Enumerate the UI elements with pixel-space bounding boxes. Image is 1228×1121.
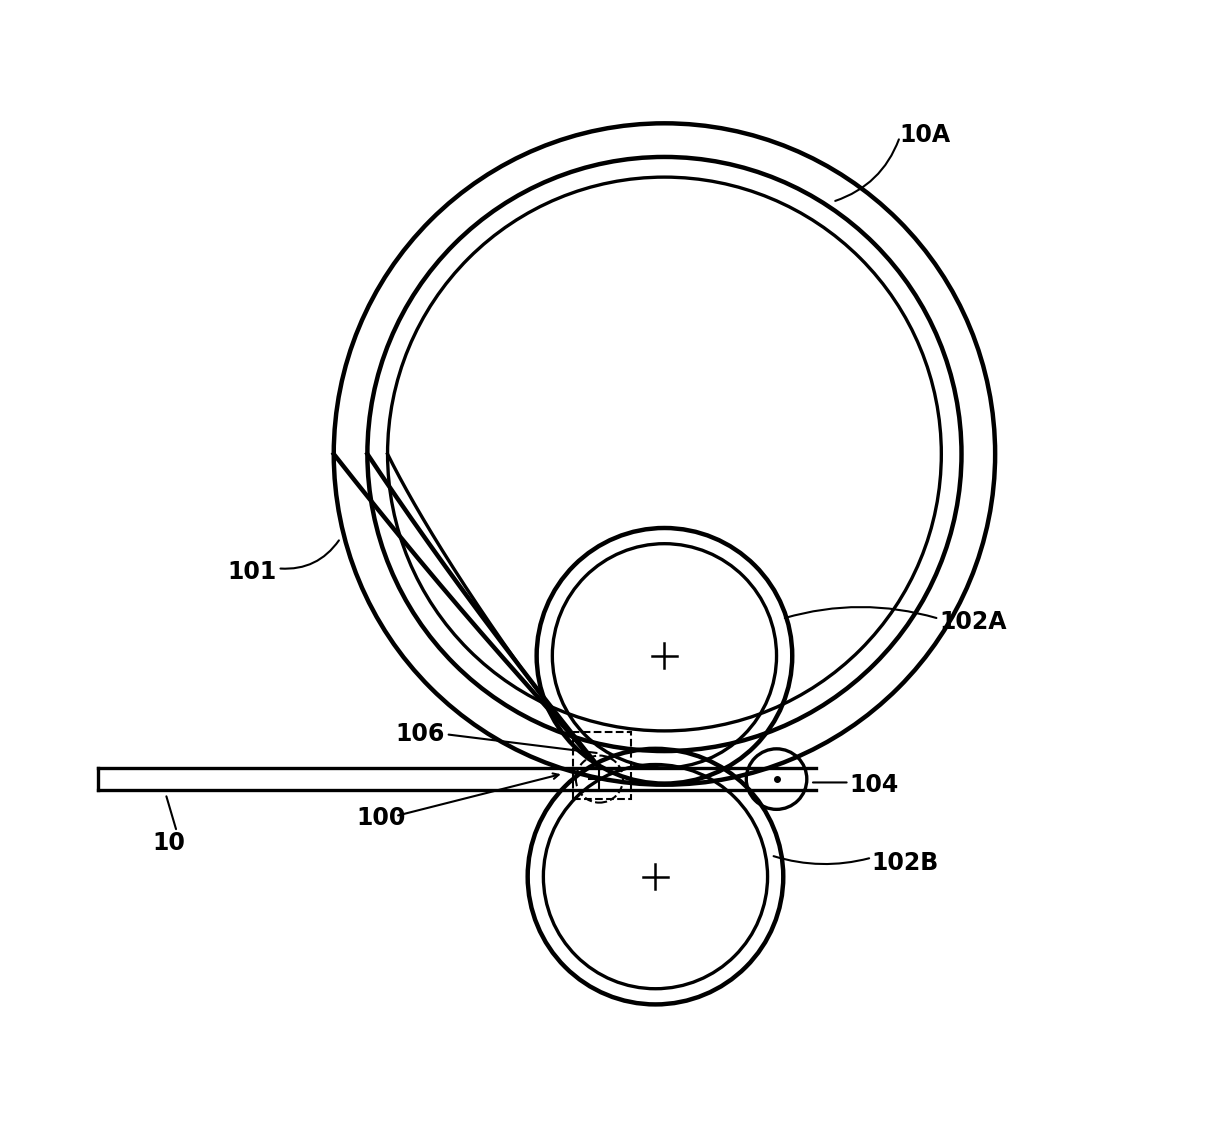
Text: 102B: 102B	[872, 851, 939, 876]
Text: 10A: 10A	[900, 122, 950, 147]
Text: 101: 101	[227, 559, 276, 584]
Text: 106: 106	[395, 722, 445, 747]
Text: 100: 100	[356, 806, 405, 831]
Text: 104: 104	[850, 772, 899, 797]
Text: 10: 10	[152, 831, 185, 855]
Bar	[573, 732, 631, 799]
Text: 102A: 102A	[939, 610, 1007, 634]
